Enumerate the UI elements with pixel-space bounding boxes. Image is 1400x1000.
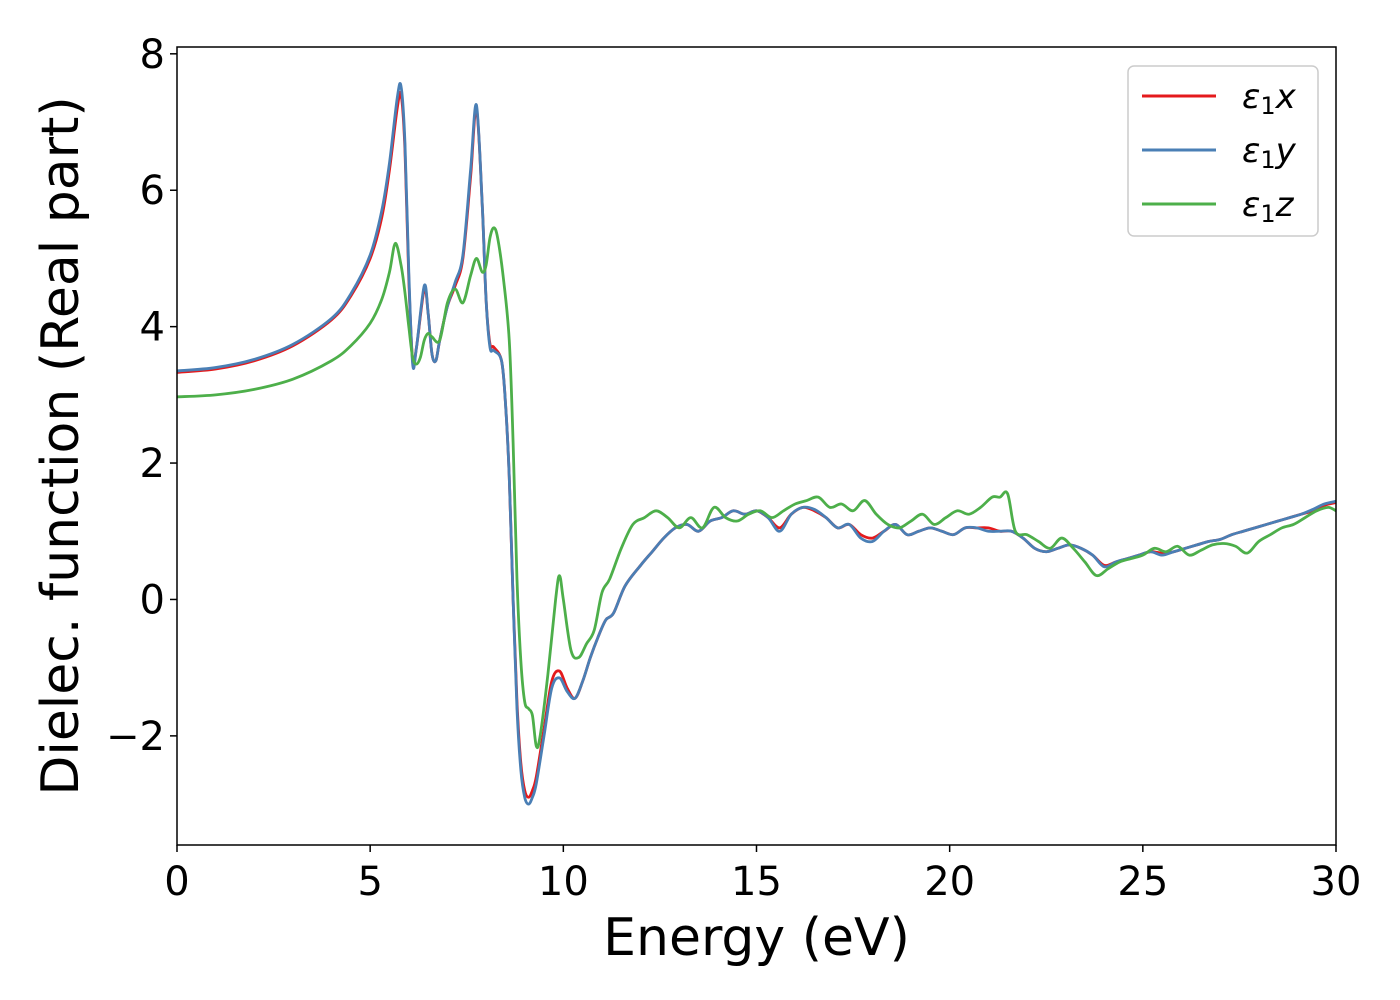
y-tick-label: −2 bbox=[106, 714, 165, 760]
y-axis-ticks: −2 0 2 4 6 8 bbox=[106, 32, 177, 760]
y-axis-title: Dielec. function (Real part) bbox=[31, 96, 91, 795]
x-tick-label: 30 bbox=[1311, 859, 1362, 905]
chart-legend: ε1x ε1y ε1z bbox=[1127, 65, 1319, 237]
x-axis-ticks: 0 5 10 15 20 25 30 bbox=[164, 845, 1361, 905]
y-tick-label: 4 bbox=[140, 305, 165, 351]
series-line-z bbox=[177, 226, 1336, 750]
x-tick-label: 10 bbox=[538, 859, 589, 905]
y-tick-label: 8 bbox=[140, 32, 165, 78]
x-axis-title: Energy (eV) bbox=[603, 908, 910, 968]
legend-entry-label: ε1x bbox=[1242, 77, 1297, 120]
x-tick-label: 20 bbox=[924, 859, 975, 905]
plot-lines bbox=[177, 82, 1336, 806]
x-tick-label: 0 bbox=[164, 859, 189, 905]
legend-box bbox=[1127, 65, 1319, 237]
legend-entry-label: ε1y bbox=[1242, 131, 1297, 174]
x-tick-label: 25 bbox=[1117, 859, 1168, 905]
y-tick-label: 0 bbox=[140, 577, 165, 623]
x-tick-label: 5 bbox=[357, 859, 382, 905]
y-tick-label: 6 bbox=[140, 168, 165, 214]
y-tick-label: 2 bbox=[140, 441, 165, 487]
legend-entry-label: ε1z bbox=[1242, 185, 1295, 228]
x-tick-label: 15 bbox=[731, 859, 782, 905]
